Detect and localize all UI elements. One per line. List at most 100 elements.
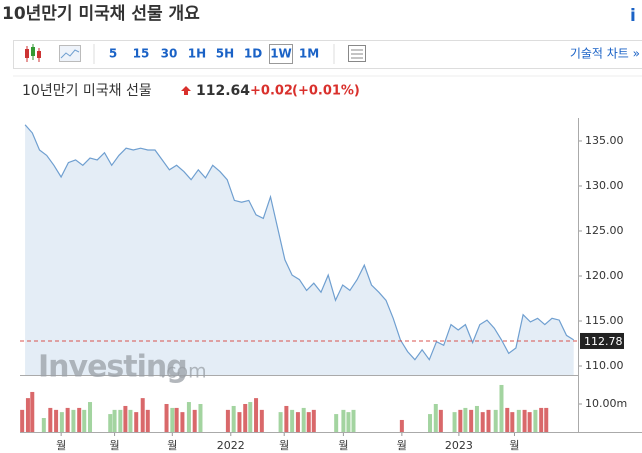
volume-bar: [399, 419, 404, 432]
volume-bar: [351, 409, 356, 432]
volume-bar: [346, 412, 351, 432]
volume-bar: [438, 409, 443, 432]
y-tick-label: 125.00: [585, 224, 624, 237]
y-tick-label: 135.00: [585, 134, 624, 147]
volume-bar: [259, 409, 264, 432]
volume-tick-label: 10.00m: [585, 397, 627, 410]
plot: 135.00 130.00 125.00 120.00 115.00 110.00 112.…: [20, 118, 642, 452]
volume-bar: [54, 409, 59, 432]
y-tick-label: 120.00: [585, 269, 624, 282]
volume-bar: [25, 398, 30, 432]
technical-chart-link[interactable]: 기술적 차트 »: [570, 47, 640, 61]
x-tick-label: 월: [167, 439, 177, 452]
price-area: [25, 124, 574, 375]
volume-bar: [192, 409, 197, 432]
volume-bar: [123, 405, 128, 432]
volume-bar: [30, 391, 35, 432]
interval-button[interactable]: 30: [161, 47, 178, 61]
volume-bar: [510, 412, 515, 432]
up-arrow: [181, 86, 191, 95]
volume-bar: [499, 384, 504, 432]
volume-bar: [20, 409, 25, 432]
volume-bar: [486, 409, 491, 432]
volume-bar: [88, 402, 93, 432]
volume-bar: [334, 414, 339, 432]
volume-bar: [522, 409, 527, 432]
volume-bar: [284, 405, 289, 432]
x-tick-label: 2023: [445, 439, 473, 452]
x-tick-label: 월: [338, 439, 348, 452]
volume-bar: [108, 414, 113, 432]
volume-bar: [505, 407, 510, 432]
volume-bar: [341, 409, 346, 432]
volume-bar: [71, 409, 76, 432]
volume-bar: [140, 398, 145, 432]
volume-bar: [428, 414, 433, 432]
x-tick-label: 월: [56, 439, 66, 452]
volume-bar: [65, 407, 70, 432]
info-icon[interactable]: i: [630, 6, 636, 26]
volume-bar: [527, 412, 532, 432]
table-icon[interactable]: [348, 45, 366, 62]
x-tick-label: 월: [110, 439, 120, 452]
volume-bar: [306, 412, 311, 432]
volume-bar: [474, 405, 479, 432]
volume-bar: [174, 407, 179, 432]
page-title: 10년만기 미국채 선물 개요: [2, 4, 200, 24]
interval-button[interactable]: 5H: [216, 47, 234, 61]
volume-bar: [134, 412, 139, 432]
last-price-label: 112.78: [584, 335, 623, 348]
y-tick-label: 130.00: [585, 179, 624, 192]
y-tick-label: 115.00: [585, 314, 624, 327]
x-tick-label: 2022: [217, 439, 245, 452]
volume-bar: [458, 409, 463, 432]
watermark-brand: Investing: [38, 350, 187, 385]
volume-bar: [237, 412, 242, 432]
watermark-domain: .com: [160, 361, 207, 383]
interval-button[interactable]: 1W: [270, 47, 292, 61]
volume-bar: [533, 409, 538, 432]
volume-bar: [48, 407, 53, 432]
price-change: +0.02: [250, 84, 293, 99]
volume-bar: [463, 407, 468, 432]
volume-bar: [433, 403, 438, 432]
price-line: [24, 124, 575, 361]
volume-bar: [452, 412, 457, 432]
volume-bar: [243, 403, 248, 432]
volume-bar: [544, 407, 549, 432]
interval-selected: [269, 44, 293, 64]
interval-button[interactable]: 1M: [299, 47, 319, 61]
volume-bar: [118, 409, 123, 432]
volume-bar: [290, 409, 295, 432]
volume-bar: [128, 409, 133, 432]
volume-bar: [254, 398, 259, 432]
volume-bar: [278, 412, 283, 432]
volume-bar: [145, 409, 150, 432]
toolbar: [13, 40, 642, 69]
x-tick-label: 월: [509, 439, 519, 452]
volume-bar: [170, 407, 175, 432]
interval-button[interactable]: 5: [109, 47, 117, 61]
volume-bar: [231, 405, 236, 432]
interval-button[interactable]: 1H: [188, 47, 206, 61]
volume-bar: [112, 409, 117, 432]
volume-bar: [225, 409, 230, 432]
volume-bar: [295, 412, 300, 432]
volume-bar: [493, 409, 498, 432]
x-tick-label: 월: [397, 439, 407, 452]
area-icon[interactable]: [59, 45, 81, 62]
instrument-name: 10년만기 미국채 선물: [22, 83, 152, 99]
volume-bar: [311, 409, 316, 432]
candle-icon[interactable]: [25, 44, 41, 62]
volume-bar: [198, 403, 203, 432]
volume-bar: [301, 407, 306, 432]
interval-button[interactable]: 1D: [244, 47, 262, 61]
x-tick-label: 월: [279, 439, 289, 452]
volume-bar: [77, 407, 82, 432]
volume-bar: [516, 409, 521, 432]
volume-bar: [180, 412, 185, 432]
y-tick-label: 110.00: [585, 359, 624, 372]
interval-button[interactable]: 15: [133, 47, 150, 61]
last-price: 112.64: [196, 83, 250, 99]
